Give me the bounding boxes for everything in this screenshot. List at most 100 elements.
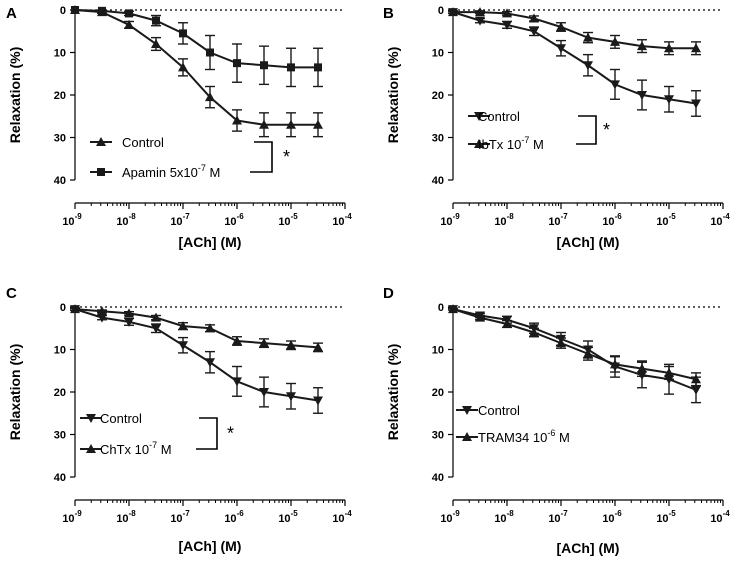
data-point — [313, 119, 323, 129]
data-point — [286, 392, 296, 402]
data-point — [286, 119, 296, 129]
legend-unit: M — [157, 442, 171, 457]
legend-exponent: -6 — [547, 428, 555, 438]
data-point — [475, 7, 485, 17]
x-tick-label: 10-8 — [494, 212, 514, 228]
legend-name: TRAM34 10 — [478, 430, 547, 445]
data-point — [151, 324, 161, 334]
legend-exponent: -7 — [149, 440, 157, 450]
legend-unit: M — [555, 430, 569, 445]
data-point — [502, 20, 512, 30]
x-tick-exponent: -6 — [615, 509, 623, 518]
legend-unit: M — [529, 137, 543, 152]
series-line — [74, 9, 318, 69]
data-point — [637, 91, 647, 100]
series-line — [452, 308, 697, 391]
x-tick-base: 10 — [656, 216, 668, 228]
data-point — [610, 80, 620, 90]
data-point — [637, 41, 647, 51]
data-point — [502, 8, 512, 18]
y-axis-title: Relaxation (%) — [7, 344, 23, 440]
x-axis-title: [ACh] (M) — [179, 234, 242, 250]
x-tick-exponent: -4 — [723, 212, 731, 221]
legend-label: Control — [100, 411, 142, 426]
x-tick-label: 10-6 — [602, 509, 622, 525]
data-point — [124, 317, 134, 327]
x-tick-label: 10-4 — [710, 509, 730, 525]
data-point — [610, 359, 620, 369]
legend-exponent: -7 — [521, 135, 529, 145]
legend-marker — [97, 168, 105, 176]
data-point — [151, 312, 161, 322]
y-tick-label: 40 — [54, 175, 66, 187]
legend-unit: M — [206, 165, 220, 180]
y-tick-label: 20 — [432, 387, 444, 399]
data-point — [97, 306, 107, 316]
data-point — [178, 321, 188, 331]
x-tick-label: 10-7 — [170, 212, 190, 228]
series-0 — [70, 5, 323, 138]
y-axis-title: Relaxation (%) — [7, 47, 23, 143]
series-0 — [70, 305, 323, 414]
y-tick-label: 0 — [438, 5, 444, 17]
series-line — [74, 9, 318, 126]
legend-marker — [86, 414, 96, 423]
data-point — [260, 61, 268, 70]
x-tick-exponent: -7 — [183, 509, 191, 518]
significance-bracket — [196, 417, 218, 450]
data-point — [610, 36, 620, 46]
y-tick-label: 0 — [60, 302, 66, 314]
x-tick-base: 10 — [710, 513, 722, 525]
x-tick-base: 10 — [494, 216, 506, 228]
x-tick-base: 10 — [62, 216, 74, 228]
series-1 — [448, 7, 701, 56]
x-tick-base: 10 — [170, 513, 182, 525]
legend-exponent: -7 — [198, 163, 206, 173]
x-tick-label: 10-5 — [656, 509, 676, 525]
x-tick-label: 10-5 — [278, 212, 298, 228]
data-point — [691, 385, 701, 395]
y-tick-label: 0 — [60, 5, 66, 17]
x-axis-title: [ACh] (M) — [557, 540, 620, 556]
data-point — [233, 59, 241, 68]
x-tick-base: 10 — [332, 216, 344, 228]
x-tick-exponent: -8 — [129, 212, 137, 221]
y-tick-label: 30 — [432, 430, 444, 442]
y-tick-label: 40 — [432, 175, 444, 187]
panel-letter: A — [6, 5, 17, 22]
data-point — [448, 7, 458, 17]
significance-star: * — [227, 424, 234, 444]
y-tick-label: 30 — [54, 133, 66, 145]
data-point — [205, 358, 215, 368]
x-tick-exponent: -4 — [723, 509, 731, 518]
data-point — [529, 13, 539, 23]
x-tick-base: 10 — [440, 513, 452, 525]
data-point — [124, 308, 134, 318]
x-tick-exponent: -4 — [345, 509, 353, 518]
x-tick-exponent: -8 — [129, 509, 137, 518]
data-point — [448, 304, 458, 314]
x-tick-label: 10-4 — [332, 509, 352, 525]
series-line — [452, 11, 697, 105]
x-tick-label: 10-8 — [116, 509, 136, 525]
y-tick-label: 40 — [432, 472, 444, 484]
panel-letter: C — [6, 285, 17, 302]
x-tick-base: 10 — [62, 513, 74, 525]
data-point — [70, 304, 80, 314]
data-point — [691, 374, 701, 384]
series-line — [74, 308, 319, 402]
y-tick-label: 20 — [432, 90, 444, 102]
x-tick-label: 10-6 — [224, 212, 244, 228]
data-point — [124, 19, 134, 29]
legend-name: ChTx 10 — [100, 442, 149, 457]
x-tick-label: 10-8 — [494, 509, 514, 525]
series-line — [453, 11, 696, 50]
data-point — [232, 377, 242, 387]
series-0 — [448, 8, 701, 117]
data-point — [664, 95, 674, 105]
legend-name: IbTx 10 — [478, 137, 521, 152]
significance-bracket — [250, 141, 273, 173]
